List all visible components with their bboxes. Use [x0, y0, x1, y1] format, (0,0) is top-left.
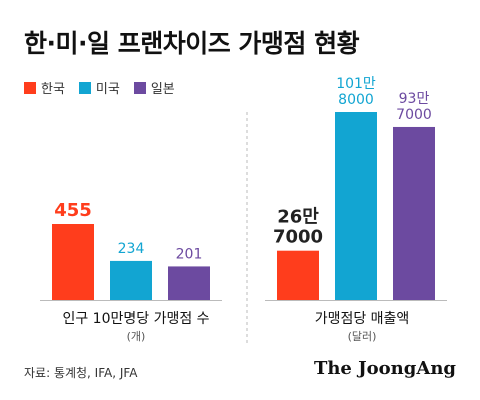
data-label-2-usa-line1: 101만	[336, 76, 376, 92]
brand-logo: The JoongAng	[313, 358, 456, 379]
legend-swatch-japan	[133, 81, 146, 94]
data-label-1-usa: 234	[118, 241, 145, 257]
legend-item-japan: 일본	[133, 78, 175, 97]
legend-swatch-korea	[24, 81, 36, 94]
bar-2-japan	[393, 126, 435, 300]
legend-label-japan: 일본	[150, 82, 175, 97]
data-label-2-korea-line1: 26만	[277, 207, 319, 228]
data-label-1-korea: 455	[54, 200, 92, 221]
bar-1-usa	[110, 260, 152, 300]
data-label-2-usa-line2: 8000	[338, 92, 374, 108]
legend-item-korea: 한국	[24, 78, 65, 97]
data-label-2-japan-line1: 93만	[399, 91, 430, 107]
data-label-2-korea-line2: 7000	[273, 227, 323, 248]
bar-1-japan	[168, 266, 210, 300]
x-axis-label-2: 가맹점당 매출액	[315, 311, 410, 327]
unit-label-2: (달러)	[348, 330, 377, 343]
source-note: 자료: 통계청, IFA, JFA	[24, 366, 138, 380]
chart-title: 한·미·일 프랜차이즈 가맹점 현황	[24, 29, 360, 58]
bar-2-korea	[277, 250, 319, 300]
data-label-2-japan-line2: 7000	[396, 107, 432, 123]
bar-1-korea	[52, 224, 94, 300]
unit-label-1: (개)	[127, 330, 146, 343]
legend-item-usa: 미국	[78, 78, 120, 97]
legend-swatch-usa	[78, 81, 91, 94]
x-axis-label-1: 인구 10만명당 가맹점 수	[62, 311, 209, 327]
legend-label-korea: 한국	[41, 82, 65, 97]
bar-2-usa	[335, 112, 377, 300]
legend-label-usa: 미국	[95, 82, 120, 97]
data-label-1-japan: 201	[176, 246, 203, 262]
legend: 한국 미국 일본	[24, 78, 175, 97]
